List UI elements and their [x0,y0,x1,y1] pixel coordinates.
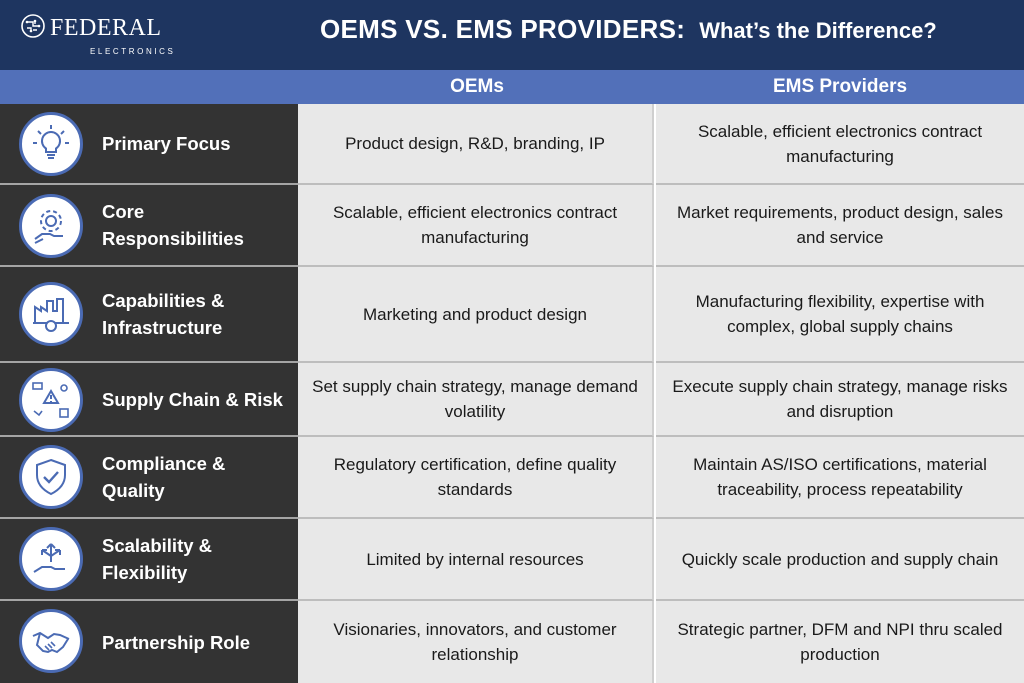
ems-cell: Execute supply chain strategy, manage ri… [656,363,1024,437]
oem-cell: Limited by internal resources [298,519,654,601]
row-label-cell: Scalability & Flexibility [0,519,298,601]
row-label-cell: Primary Focus [0,104,298,185]
table-row: Compliance & Quality Regulatory certific… [0,437,1024,519]
page-title: OEMS VS. EMS PROVIDERS: What’s the Diffe… [320,14,937,54]
shield-check-icon [19,445,83,509]
table-row: Supply Chain & Risk Set supply chain str… [0,363,1024,437]
lightbulb-icon [19,112,83,176]
row-label-cell: Compliance & Quality [0,437,298,519]
ems-cell: Quickly scale production and supply chai… [656,519,1024,601]
ems-cell: Strategic partner, DFM and NPI thru scal… [656,601,1024,683]
row-label: Primary Focus [102,133,231,154]
brand-name: FEDERAL [50,15,162,41]
oem-cell: Set supply chain strategy, manage demand… [298,363,654,437]
brand-subtitle: ELECTRONICS [90,47,176,56]
table-row: Partnership Role Visionaries, innovators… [0,601,1024,683]
table-row: Capabilities & Infrastructure Marketing … [0,267,1024,363]
ems-cell: Scalable, efficient electronics contract… [656,104,1024,185]
table-row: Primary Focus Product design, R&D, brand… [0,104,1024,185]
column-header-ems: EMS Providers [656,70,1024,104]
row-label-cell: Partnership Role [0,601,298,683]
row-label: Supply Chain & Risk [102,388,283,410]
title-subtitle: What’s the Difference? [699,18,937,43]
row-label-cell: Capabilities & Infrastructure [0,267,298,363]
header-banner: FEDERAL ELECTRONICS OEMS VS. EMS PROVIDE… [0,0,1024,70]
column-header-oems: OEMs [298,70,656,104]
table-row: Core Responsibilities Scalable, efficien… [0,185,1024,267]
title-main: OEMS VS. EMS PROVIDERS: [320,14,686,44]
oem-cell: Regulatory certification, define quality… [298,437,654,519]
ems-cell: Market requirements, product design, sal… [656,185,1024,267]
ems-cell: Maintain AS/ISO certifications, material… [656,437,1024,519]
supply-chain-warning-icon [19,368,83,432]
row-label: Capabilities & Infrastructure [102,290,225,338]
gear-hand-icon [19,194,83,258]
chip-logo-icon [21,14,45,38]
table-row: Scalability & Flexibility Limited by int… [0,519,1024,601]
row-label: Scalability & Flexibility [102,535,213,583]
row-label: Compliance & Quality [102,453,226,501]
column-header-blank [0,70,298,104]
row-label: Core Responsibilities [102,201,244,249]
row-label: Partnership Role [102,631,251,653]
brand-logo: FEDERAL ELECTRONICS [20,13,180,59]
oem-cell: Visionaries, innovators, and customer re… [298,601,654,683]
row-label-cell: Supply Chain & Risk [0,363,298,437]
row-label-cell: Core Responsibilities [0,185,298,267]
factory-gear-icon [19,282,83,346]
hand-arrows-icon [19,527,83,591]
ems-cell: Manufacturing flexibility, expertise wit… [656,267,1024,363]
oem-cell: Product design, R&D, branding, IP [298,104,654,185]
handshake-icon [19,609,83,673]
oem-cell: Scalable, efficient electronics contract… [298,185,654,267]
oem-cell: Marketing and product design [298,267,654,363]
